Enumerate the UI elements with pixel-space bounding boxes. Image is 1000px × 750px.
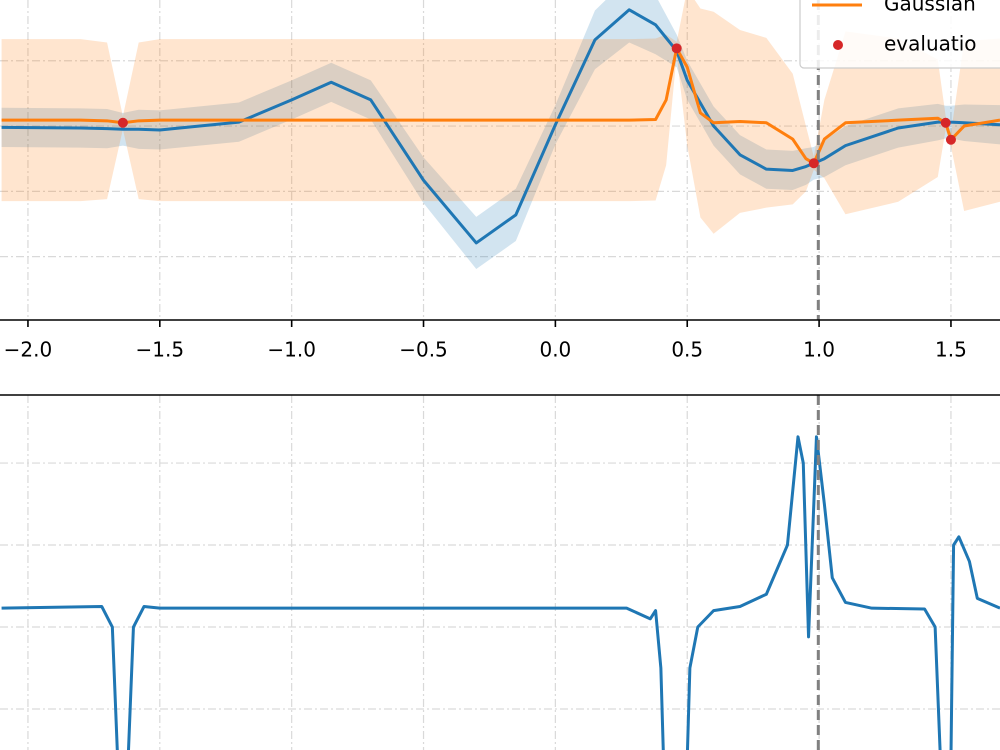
- evaluation-point: [940, 117, 951, 128]
- legend: Gaussian evaluatio: [799, 0, 1000, 69]
- series-line: [1, 8, 1000, 245]
- x-tick-label: −0.5: [399, 338, 448, 362]
- legend-marker: [833, 40, 843, 50]
- x-tick-label: 0.0: [539, 338, 571, 362]
- x-tick-label: 1.0: [803, 338, 835, 362]
- evaluation-point: [945, 134, 956, 145]
- x-tick-label: −2.0: [4, 338, 53, 362]
- uncertainty-band: [1, 0, 1000, 234]
- x-tick-label: 0.5: [671, 338, 703, 362]
- evaluation-point: [671, 43, 682, 54]
- evaluation-point: [808, 158, 819, 169]
- uncertainty-band: [1, 0, 1000, 270]
- legend-label: Gaussian: [884, 0, 976, 16]
- plot-area: [0, 395, 1000, 750]
- x-tick-label: −1.5: [136, 338, 185, 362]
- x-tick-label: 1.5: [935, 338, 967, 362]
- evaluation-point: [117, 117, 128, 128]
- x-tick-label: −1.0: [267, 338, 316, 362]
- legend-label: evaluatio: [884, 32, 977, 56]
- series-line: [1, 435, 1000, 750]
- series-line: [1, 46, 1000, 165]
- legend-box: [799, 0, 1000, 69]
